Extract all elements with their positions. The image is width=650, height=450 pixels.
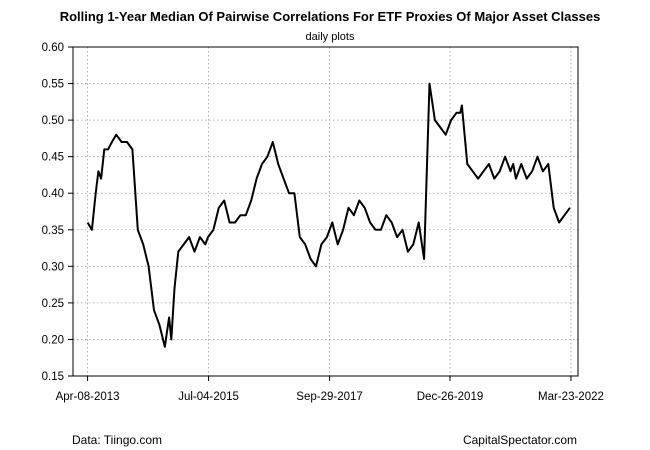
y-tick-label: 0.45 — [42, 152, 64, 164]
chart-subtitle: daily plots — [306, 31, 355, 43]
data-source: Data: Tiingo.com — [72, 433, 162, 447]
y-tick-label: 0.35 — [42, 225, 64, 237]
x-axis: Apr-08-2013 Jul-04-2015 Sep-29-2017 Dec-26-… — [56, 376, 604, 403]
x-tick-label: Sep-29-2017 — [296, 391, 363, 403]
site-credit: CapitalSpectator.com — [463, 433, 577, 447]
plot-area-frame — [72, 46, 579, 377]
x-tick-label: Apr-08-2013 — [56, 391, 120, 403]
y-tick-label: 0.60 — [42, 42, 64, 54]
y-tick-label: 0.20 — [42, 334, 64, 346]
y-tick-label: 0.15 — [42, 371, 64, 383]
x-tick-label: Mar-23-2022 — [538, 391, 604, 403]
x-tick-label: Jul-04-2015 — [178, 391, 239, 403]
y-tick-label: 0.40 — [42, 188, 64, 200]
y-tick-label: 0.55 — [42, 79, 64, 91]
y-tick-label: 0.50 — [42, 115, 64, 127]
y-axis: 0.60 0.55 0.50 0.45 0.40 0.35 0.30 0.25 0.20 0.15 — [42, 42, 73, 383]
y-tick-label: 0.30 — [42, 261, 64, 273]
grid — [73, 46, 578, 377]
y-tick-label: 0.25 — [42, 298, 64, 310]
series-line — [86, 82, 571, 348]
chart-title: Rolling 1-Year Median Of Pairwise Correl… — [60, 9, 601, 24]
x-tick-label: Dec-26-2019 — [417, 391, 483, 403]
